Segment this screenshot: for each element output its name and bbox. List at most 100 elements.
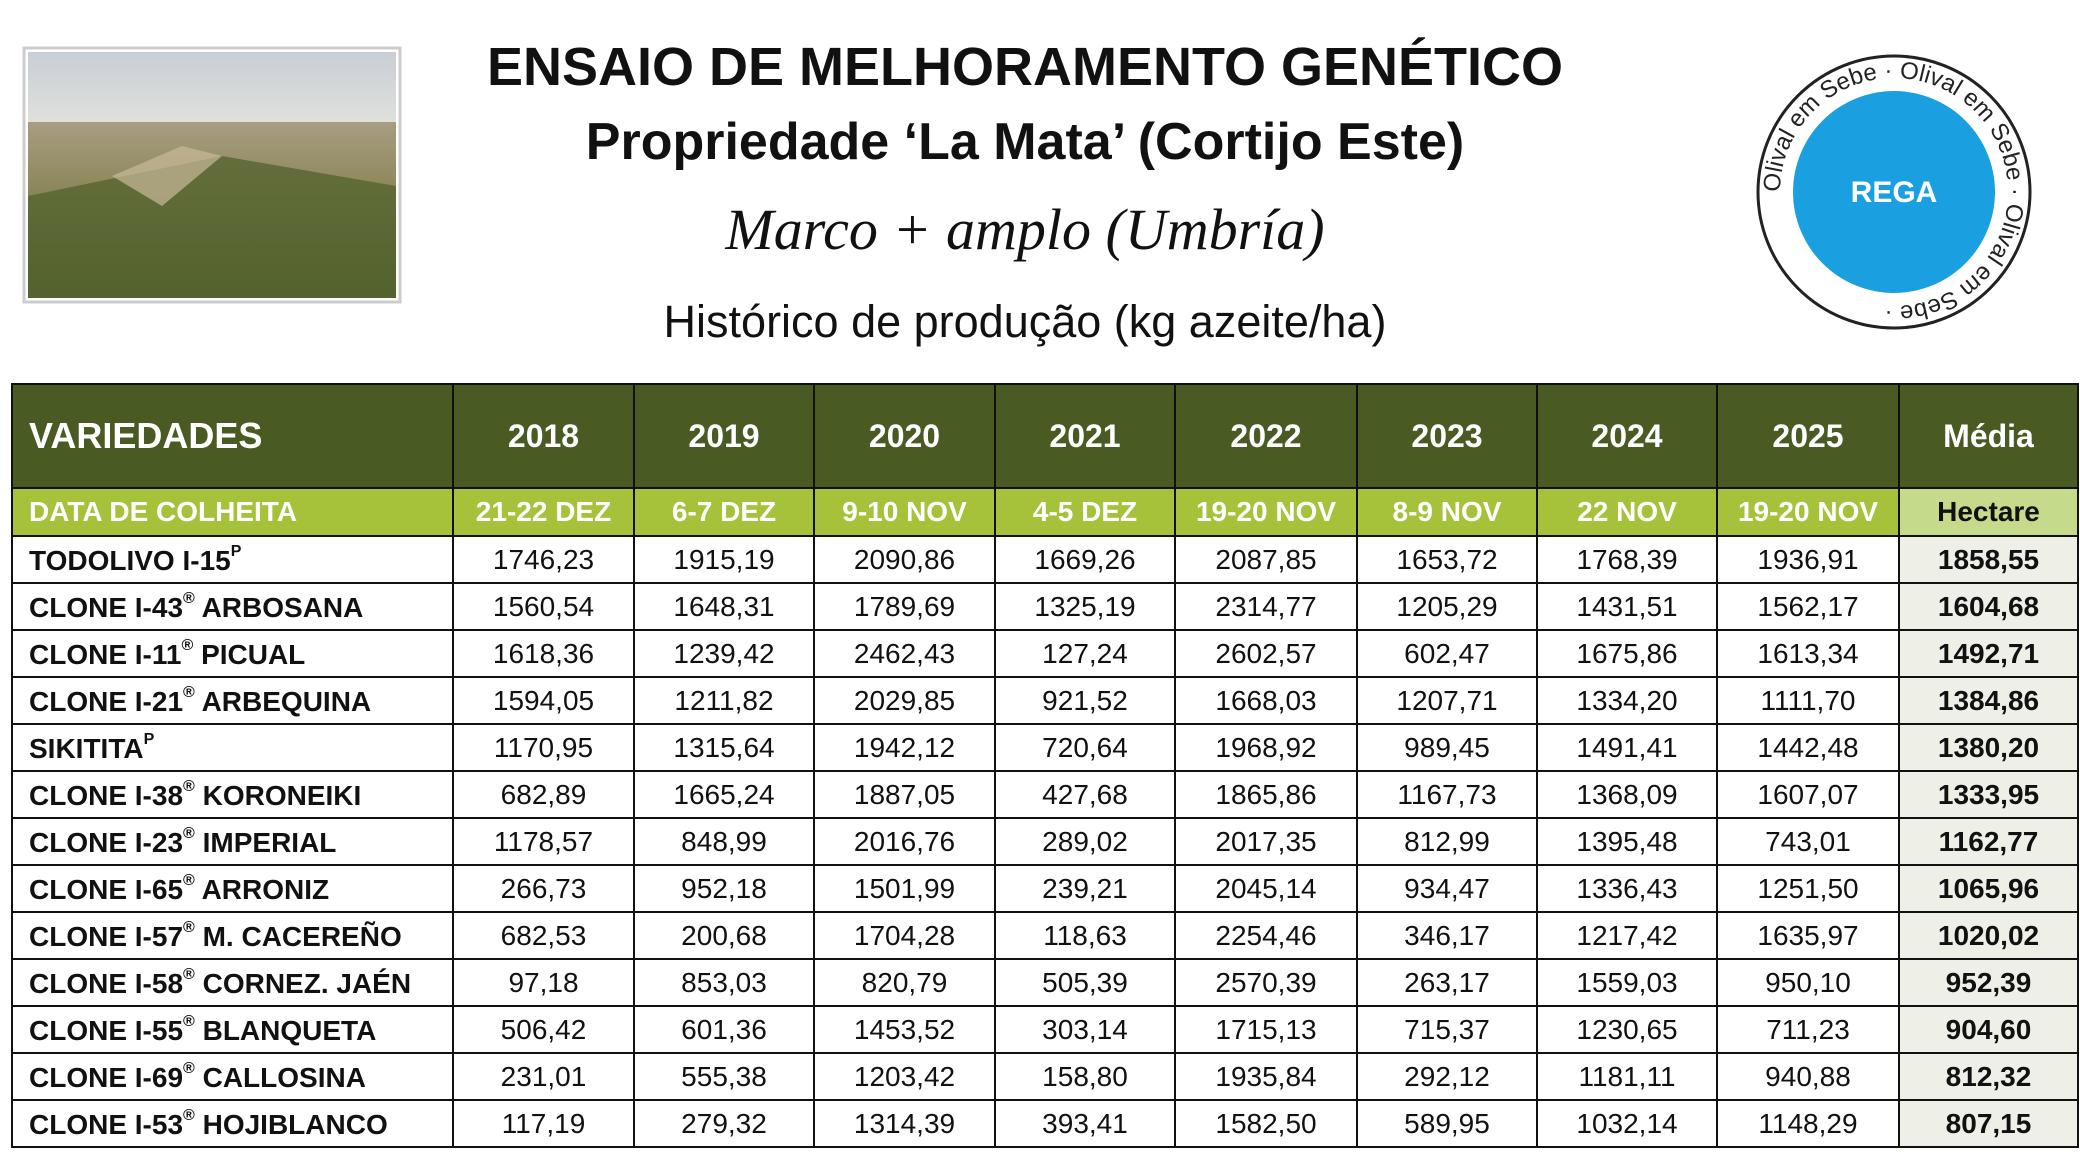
production-value: 1768,39 — [1536, 535, 1718, 584]
production-value: 2254,46 — [1174, 911, 1358, 960]
production-value: 1501,99 — [813, 864, 996, 913]
variety-name-rest: KORONEIKI — [202, 779, 362, 811]
badge-label: REGA — [1851, 176, 1938, 209]
production-value: 1668,03 — [1174, 676, 1358, 725]
data-row: CLONE I-21® ARBEQUINA 1594,05 1211,82 2029,… — [11, 676, 2079, 725]
variety-name: CLONE I-23 — [29, 826, 184, 858]
production-value: 1148,29 — [1716, 1099, 1900, 1148]
variety-name: CLONE I-38 — [29, 779, 184, 811]
caption: Histórico de produção (kg azeite/ha) — [663, 296, 1387, 347]
harvest-date: Hectare — [1898, 487, 2079, 537]
harvest-date: 8-9 NOV — [1356, 487, 1538, 537]
production-value: 303,14 — [994, 1005, 1176, 1054]
production-value: 1942,12 — [813, 723, 996, 772]
variety-mark: ® — [183, 683, 195, 701]
production-value: 1669,26 — [994, 535, 1176, 584]
production-value: 1559,03 — [1536, 958, 1718, 1007]
average-value: 1380,20 — [1898, 723, 2079, 772]
data-row: CLONE I-65® ARRONIZ 266,73 952,18 1501,99 23… — [11, 864, 2079, 913]
column-header: 2019 — [633, 383, 815, 489]
production-value: 1167,73 — [1356, 770, 1538, 819]
data-row: CLONE I-58® CORNEZ. JAÉN 97,18 853,03 820,7… — [11, 958, 2079, 1007]
column-header: 2024 — [1536, 383, 1718, 489]
variety-mark: ® — [183, 589, 195, 607]
production-value: 1618,36 — [452, 629, 635, 678]
variety-name-rest: PICUAL — [201, 638, 306, 670]
production-value: 289,02 — [994, 817, 1176, 866]
variety: CLONE I-53® HOJIBLANCO — [11, 1099, 454, 1148]
variety-name-rest: BLANQUETA — [202, 1014, 377, 1046]
data-row: CLONE I-69® CALLOSINA 231,01 555,38 1203,42… — [11, 1052, 2079, 1101]
column-header: 2018 — [452, 383, 635, 489]
harvest-date: 22 NOV — [1536, 487, 1718, 537]
production-value: 555,38 — [633, 1052, 815, 1101]
handwritten-note: Marco + amplo (Umbría) — [725, 197, 1325, 262]
header-row: VARIEDADES 2018 2019 2020 2021 2022 2023 2024 20… — [11, 383, 2079, 489]
data-row: SIKITITAP 1170,95 1315,64 1942,12 720,64 1968… — [11, 723, 2079, 772]
variety-name: TODOLIVO I-15 — [29, 544, 231, 576]
production-value: 1239,42 — [633, 629, 815, 678]
variety-mark: P — [230, 542, 242, 560]
production-value: 1936,91 — [1716, 535, 1900, 584]
production-value: 1715,13 — [1174, 1005, 1358, 1054]
variety-mark: ® — [181, 636, 194, 654]
production-value: 848,99 — [633, 817, 815, 866]
production-value: 1613,34 — [1716, 629, 1900, 678]
variety-mark: ® — [183, 1106, 195, 1124]
production-value: 97,18 — [452, 958, 635, 1007]
production-value: 1111,70 — [1716, 676, 1900, 725]
data-row: CLONE I-53® HOJIBLANCO 117,19 279,32 1314,3… — [11, 1099, 2079, 1148]
data-row: CLONE I-57® M. CACEREÑO 682,53 200,68 1704,… — [11, 911, 2079, 960]
production-value: 2602,57 — [1174, 629, 1358, 678]
production-value: 1217,42 — [1536, 911, 1718, 960]
production-value: 1431,51 — [1536, 582, 1718, 631]
column-header: 2025 — [1716, 383, 1900, 489]
column-header: VARIEDADES — [11, 383, 454, 489]
photo — [22, 46, 402, 304]
production-value: 346,17 — [1356, 911, 1538, 960]
variety: CLONE I-65® ARRONIZ — [11, 864, 454, 913]
production-value: 1653,72 — [1356, 535, 1538, 584]
column-header: Média — [1898, 383, 2079, 489]
production-value: 263,17 — [1356, 958, 1538, 1007]
data-row: TODOLIVO I-15P 1746,23 1915,19 2090,86 1669,… — [11, 535, 2079, 584]
variety-mark: ® — [183, 918, 195, 936]
production-value: 950,10 — [1716, 958, 1900, 1007]
production-value: 1178,57 — [452, 817, 635, 866]
variety: CLONE I-69® CALLOSINA — [11, 1052, 454, 1101]
production-value: 1594,05 — [452, 676, 635, 725]
average-value: 952,39 — [1898, 958, 2079, 1007]
harvest-row: DATA DE COLHEITA 21-22 DEZ 6-7 DEZ 9-10 NOV… — [11, 487, 2079, 537]
production-value: 820,79 — [813, 958, 996, 1007]
production-value: 1203,42 — [813, 1052, 996, 1101]
harvest-date: 6-7 DEZ — [633, 487, 815, 537]
production-value: 1315,64 — [633, 723, 815, 772]
average-value: 807,15 — [1898, 1099, 2079, 1148]
average-value: 1333,95 — [1898, 770, 2079, 819]
production-value: 1334,20 — [1536, 676, 1718, 725]
production-value: 1170,95 — [452, 723, 635, 772]
production-value: 505,39 — [994, 958, 1176, 1007]
harvest-date: 19-20 NOV — [1716, 487, 1900, 537]
production-value: 239,21 — [994, 864, 1176, 913]
production-value: 292,12 — [1356, 1052, 1538, 1101]
average-value: 1492,71 — [1898, 629, 2079, 678]
production-value: 682,89 — [452, 770, 635, 819]
production-value: 940,88 — [1716, 1052, 1900, 1101]
production-value: 1368,09 — [1536, 770, 1718, 819]
variety: CLONE I-23® IMPERIAL — [11, 817, 454, 866]
production-value: 2016,76 — [813, 817, 996, 866]
variety-name: SIKITITA — [29, 732, 144, 764]
production-value: 1635,97 — [1716, 911, 1900, 960]
production-value: 1675,86 — [1536, 629, 1718, 678]
production-value: 2570,39 — [1174, 958, 1358, 1007]
production-value: 589,95 — [1356, 1099, 1538, 1148]
production-value: 2462,43 — [813, 629, 996, 678]
variety-mark: ® — [183, 1059, 195, 1077]
variety: CLONE I-11® PICUAL — [11, 629, 454, 678]
column-header: 2021 — [994, 383, 1176, 489]
variety-name: CLONE I-21 — [29, 685, 184, 717]
production-value: 1789,69 — [813, 582, 996, 631]
production-value: 427,68 — [994, 770, 1176, 819]
variety-name-rest: CALLOSINA — [202, 1061, 366, 1093]
